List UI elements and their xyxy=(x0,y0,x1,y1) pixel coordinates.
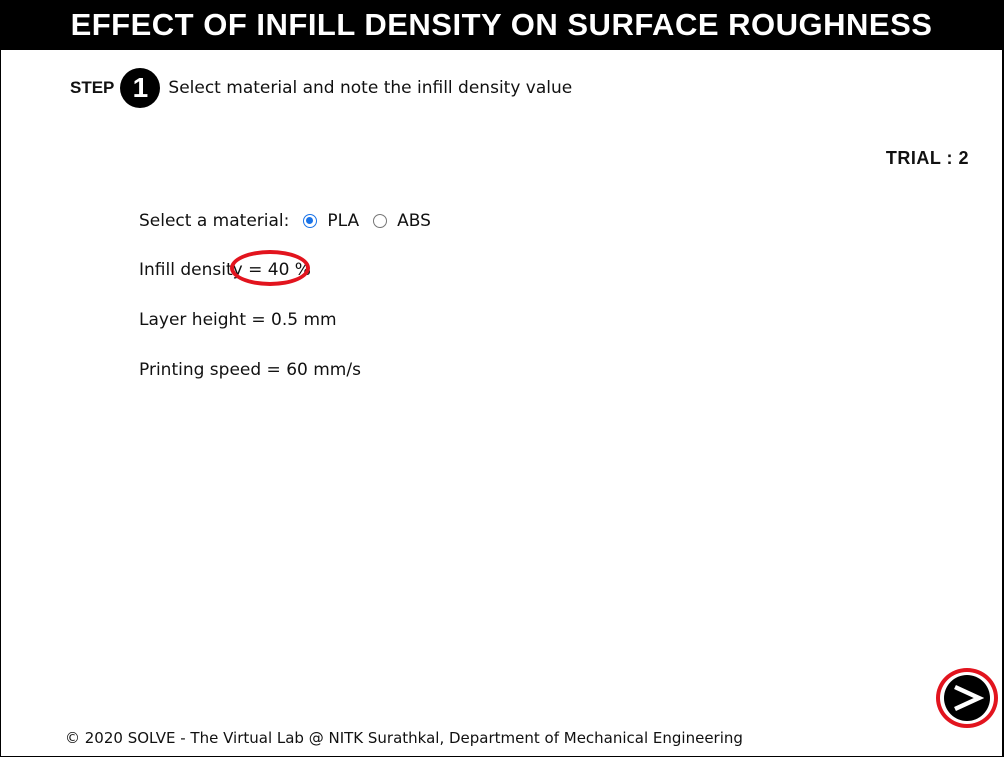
printing-speed: Printing speed = 60 mm/s xyxy=(139,360,361,380)
radio-pla[interactable] xyxy=(303,214,318,228)
material-selector: Select a material: PLA ABS xyxy=(139,211,431,231)
layer-height: Layer height = 0.5 mm xyxy=(139,310,337,330)
infill-density-row: Infill density = 40 % xyxy=(139,250,311,286)
step-label: STEP xyxy=(70,78,115,97)
infill-density-label: Infill density xyxy=(139,260,243,280)
material-label: Select a material: xyxy=(139,211,290,231)
step-instruction: Select material and note the infill dens… xyxy=(168,78,573,98)
infill-density-highlight: = 40 % xyxy=(230,250,311,286)
highlight-ring xyxy=(230,250,311,286)
radio-pla-label[interactable]: PLA xyxy=(327,211,360,231)
page-title: EFFECT OF INFILL DENSITY ON SURFACE ROUG… xyxy=(70,7,933,42)
trial-counter: TRIAL : 2 xyxy=(885,148,969,168)
step-indicator: STEP 1 Select material and note the infi… xyxy=(70,68,572,108)
radio-abs[interactable] xyxy=(373,214,388,228)
step-number-badge: 1 xyxy=(120,68,161,108)
arrow-right-icon xyxy=(944,675,990,721)
footer-copyright: © 2020 SOLVE - The Virtual Lab @ NITK Su… xyxy=(65,729,743,747)
title-bar: EFFECT OF INFILL DENSITY ON SURFACE ROUG… xyxy=(0,0,1003,50)
next-button[interactable] xyxy=(936,668,998,728)
radio-abs-label[interactable]: ABS xyxy=(397,211,431,231)
